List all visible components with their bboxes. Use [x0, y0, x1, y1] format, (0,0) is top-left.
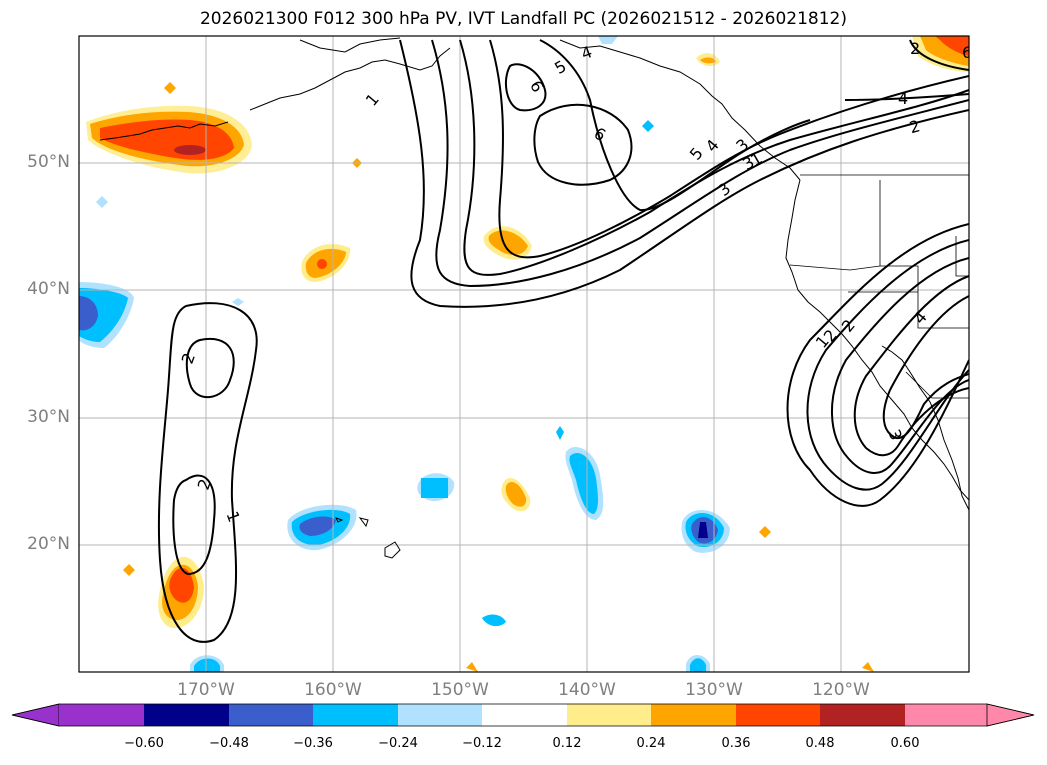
contour-label: 2 — [907, 116, 922, 137]
pv-negative-shading — [79, 36, 730, 672]
contour-label: 4 — [702, 136, 723, 156]
colorbar-tick-label: −0.36 — [293, 736, 333, 751]
map-frame — [78, 35, 970, 673]
contour-label: 4 — [579, 42, 595, 63]
contour-label: 6 — [526, 77, 548, 95]
colorbar-bin — [736, 704, 820, 726]
lon-label: 140°W — [558, 680, 616, 700]
lon-label: 160°W — [304, 680, 362, 700]
lon-label: 130°W — [685, 680, 743, 700]
colorbar-bin — [482, 704, 567, 726]
colorbar-bin — [59, 704, 144, 726]
contour-label: 1 — [362, 90, 383, 110]
colorbar-tick-label: 0.12 — [552, 736, 582, 751]
lon-label: 150°W — [431, 680, 489, 700]
contour-label: 2 — [194, 476, 215, 492]
colorbar-outline — [11, 703, 1035, 727]
lat-label: 20°N — [27, 534, 70, 554]
colorbar-bin — [820, 704, 905, 726]
colorbar-bin — [144, 704, 229, 726]
contour-label: 6 — [591, 123, 609, 145]
contour-label: 5 — [686, 144, 707, 164]
colorbar-extend-high — [986, 703, 1035, 727]
pv-positive-shading — [86, 36, 969, 672]
colorbar-tick-label: 0.48 — [805, 736, 835, 751]
colorbar-tick-label: −0.60 — [124, 736, 164, 751]
lon-label: 170°W — [177, 680, 235, 700]
colorbar-bin — [398, 704, 482, 726]
colorbar-tick-label: −0.12 — [462, 736, 502, 751]
colorbar-bin — [651, 704, 736, 726]
contour-label: 4 — [898, 89, 908, 108]
contour-label: 2 — [910, 39, 920, 58]
lon-label: 120°W — [812, 680, 870, 700]
colorbar-tick-label: 0.60 — [890, 736, 920, 751]
contour-label: 6 — [962, 43, 972, 62]
ivt-contours — [157, 39, 969, 643]
lat-label: 30°N — [27, 407, 70, 427]
colorbar-tick-label: 0.36 — [721, 736, 751, 751]
lat-label: 50°N — [27, 152, 70, 172]
colorbar-bin — [313, 704, 398, 726]
colorbar-tick-label: −0.24 — [378, 736, 418, 751]
colorbar-bin — [229, 704, 313, 726]
coastlines — [99, 37, 969, 559]
colorbar-tick-label: −0.48 — [209, 736, 249, 751]
political-borders — [789, 174, 969, 399]
colorbar-extend-low — [11, 703, 60, 727]
lat-label: 40°N — [27, 279, 70, 299]
colorbar-bin — [905, 704, 987, 726]
map-title: 2026021300 F012 300 hPa PV, IVT Landfall… — [199, 9, 847, 29]
graticule — [79, 36, 969, 672]
colorbar-bin — [567, 704, 651, 726]
colorbar — [11, 703, 1035, 727]
colorbar-tick-label: 0.24 — [636, 736, 666, 751]
